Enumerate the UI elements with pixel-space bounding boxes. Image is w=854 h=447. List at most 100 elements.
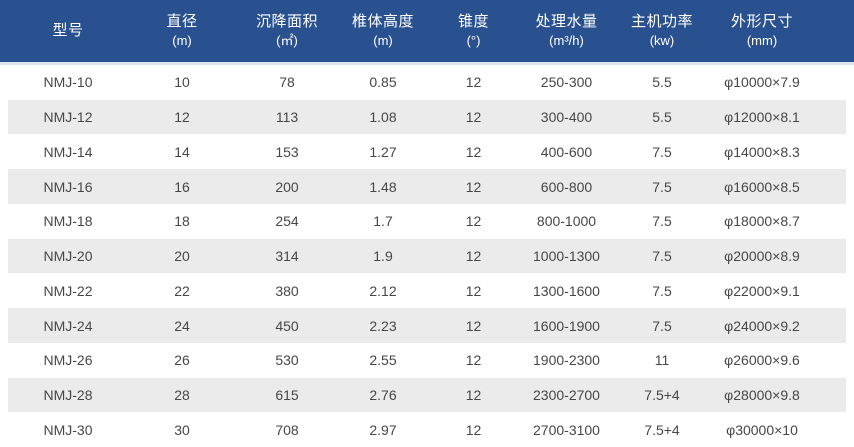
cell-dimensions: φ18000×8.7 xyxy=(724,213,800,230)
column-unit: (m³/h) xyxy=(549,32,584,48)
table-body: NMJ-10 10 78 0.85 12 250-300 5.5 φ10000×7.9 NMJ-… xyxy=(0,65,854,447)
cell-dimensions: φ30000×10 xyxy=(726,421,798,438)
cell-dimensions: φ20000×8.9 xyxy=(724,248,800,265)
cell-motor-power: 7.5 xyxy=(652,282,672,299)
cell-diameter: 26 xyxy=(174,352,190,369)
cell-model: NMJ-22 xyxy=(43,282,93,299)
cell-settling-area: 78 xyxy=(279,74,295,91)
cell-model: NMJ-18 xyxy=(43,213,93,230)
cell-settling-area: 615 xyxy=(275,386,299,403)
cell-taper: 12 xyxy=(465,109,482,126)
cell-cone-height: 0.85 xyxy=(369,74,397,91)
cell-water-capacity: 400-600 xyxy=(540,143,593,160)
table-row-nmj-20: NMJ-20 20 314 1.9 12 1000-1300 7.5 φ20000×8.9 xyxy=(0,238,854,274)
cell-dimensions: φ10000×7.9 xyxy=(724,74,800,91)
cell-diameter: 22 xyxy=(174,282,190,299)
cell-dimensions: φ24000×9.2 xyxy=(724,317,800,334)
cell-motor-power: 5.5 xyxy=(652,109,672,126)
cell-water-capacity: 800-1000 xyxy=(536,213,597,230)
table-row-nmj-26: NMJ-26 26 530 2.55 12 1900-2300 11 φ26000×9.6 xyxy=(0,342,854,378)
cell-motor-power: 5.5 xyxy=(652,74,672,91)
cell-diameter: 18 xyxy=(174,213,190,230)
cell-taper: 12 xyxy=(465,74,482,91)
column-label: 主机功率 xyxy=(630,13,693,30)
cell-settling-area: 153 xyxy=(275,143,299,160)
cell-diameter: 16 xyxy=(174,178,190,195)
cell-diameter: 30 xyxy=(174,421,190,438)
column-label: 处理水量 xyxy=(535,13,598,30)
cell-motor-power: 7.5 xyxy=(652,317,672,334)
cell-diameter: 12 xyxy=(174,109,190,126)
cell-motor-power: 7.5 xyxy=(652,248,672,265)
cell-settling-area: 708 xyxy=(275,421,299,438)
cell-water-capacity: 1600-1900 xyxy=(533,317,600,334)
column-unit: (㎡) xyxy=(276,32,298,48)
column-header-taper: 锥度 (°) xyxy=(428,0,519,62)
cell-settling-area: 200 xyxy=(275,178,299,195)
cell-model: NMJ-12 xyxy=(43,109,93,126)
table-row-nmj-12: NMJ-12 12 113 1.08 12 300-400 5.5 φ12000×8.1 xyxy=(0,99,854,135)
cell-cone-height: 1.08 xyxy=(369,109,397,126)
cell-diameter: 24 xyxy=(174,317,190,334)
cell-motor-power: 7.5 xyxy=(652,143,672,160)
table-row-nmj-30: NMJ-30 30 708 2.97 12 2700-3100 7.5+4 φ30000×10 xyxy=(0,412,854,447)
column-label: 沉降面积 xyxy=(255,13,318,30)
cell-taper: 12 xyxy=(465,248,482,265)
cell-water-capacity: 250-300 xyxy=(540,74,593,91)
cell-diameter: 20 xyxy=(174,248,190,265)
cell-dimensions: φ26000×9.6 xyxy=(724,352,800,369)
cell-motor-power: 11 xyxy=(654,352,670,369)
cell-dimensions: φ12000×8.1 xyxy=(724,109,800,126)
cell-model: NMJ-30 xyxy=(43,421,93,438)
cell-dimensions: φ16000×8.5 xyxy=(724,178,800,195)
column-unit: (m) xyxy=(172,32,192,48)
cell-water-capacity: 2700-3100 xyxy=(533,421,600,438)
column-label: 型号 xyxy=(52,21,84,39)
cell-model: NMJ-26 xyxy=(43,352,93,369)
cell-taper: 12 xyxy=(465,282,482,299)
cell-cone-height: 1.7 xyxy=(373,213,393,230)
table-row-nmj-14: NMJ-14 14 153 1.27 12 400-600 7.5 φ14000×8.3 xyxy=(0,134,854,170)
column-unit: (mm) xyxy=(746,32,778,48)
cell-cone-height: 1.9 xyxy=(373,248,393,265)
cell-water-capacity: 1900-2300 xyxy=(533,352,600,369)
table-row-nmj-16: NMJ-16 16 200 1.48 12 600-800 7.5 φ16000×8.5 xyxy=(0,169,854,204)
cell-settling-area: 254 xyxy=(275,213,299,230)
cell-model: NMJ-14 xyxy=(43,143,93,160)
column-label: 直径 xyxy=(166,13,198,30)
column-header-motor-power: 主机功率 (kw) xyxy=(614,0,710,62)
cell-motor-power: 7.5 xyxy=(652,213,672,230)
cell-diameter: 28 xyxy=(174,386,190,403)
cell-cone-height: 2.76 xyxy=(369,386,397,403)
table-row-nmj-22: NMJ-22 22 380 2.12 12 1300-1600 7.5 φ22000×9.1 xyxy=(0,273,854,309)
cell-cone-height: 1.27 xyxy=(369,143,397,160)
table-row-nmj-18: NMJ-18 18 254 1.7 12 800-1000 7.5 φ18000×8.7 xyxy=(0,203,854,239)
column-header-settling-area: 沉降面积 (㎡) xyxy=(236,0,338,62)
table-header-row: 型号 直径 (m) 沉降面积 (㎡) 椎体高度 (m) 锥度 (°) 处理水量 (m³/h) 主机功率… xyxy=(0,0,854,65)
cell-model: NMJ-10 xyxy=(43,74,93,91)
cell-taper: 12 xyxy=(465,178,482,195)
cell-water-capacity: 600-800 xyxy=(540,178,593,195)
column-header-model: 型号 xyxy=(8,0,128,62)
column-label: 外形尺寸 xyxy=(730,13,793,30)
column-header-diameter: 直径 (m) xyxy=(128,0,236,62)
column-unit: (°) xyxy=(466,32,481,48)
cell-cone-height: 2.55 xyxy=(369,352,397,369)
cell-settling-area: 380 xyxy=(275,282,299,299)
table-row-nmj-24: NMJ-24 24 450 2.23 12 1600-1900 7.5 φ24000×9.2 xyxy=(0,308,854,343)
cell-dimensions: φ22000×9.1 xyxy=(724,282,800,299)
cell-model: NMJ-24 xyxy=(43,317,93,334)
cell-water-capacity: 1300-1600 xyxy=(533,282,600,299)
cell-cone-height: 2.12 xyxy=(369,282,397,299)
cell-dimensions: φ14000×8.3 xyxy=(724,143,800,160)
cell-motor-power: 7.5+4 xyxy=(644,421,680,438)
cell-diameter: 14 xyxy=(174,143,190,160)
cell-taper: 12 xyxy=(465,317,482,334)
column-header-dimensions: 外形尺寸 (mm) xyxy=(710,0,814,62)
cell-settling-area: 113 xyxy=(275,109,299,126)
cell-cone-height: 1.48 xyxy=(369,178,397,195)
cell-water-capacity: 2300-2700 xyxy=(533,386,600,403)
cell-settling-area: 450 xyxy=(275,317,299,334)
cell-model: NMJ-28 xyxy=(43,386,93,403)
cell-diameter: 10 xyxy=(174,74,190,91)
